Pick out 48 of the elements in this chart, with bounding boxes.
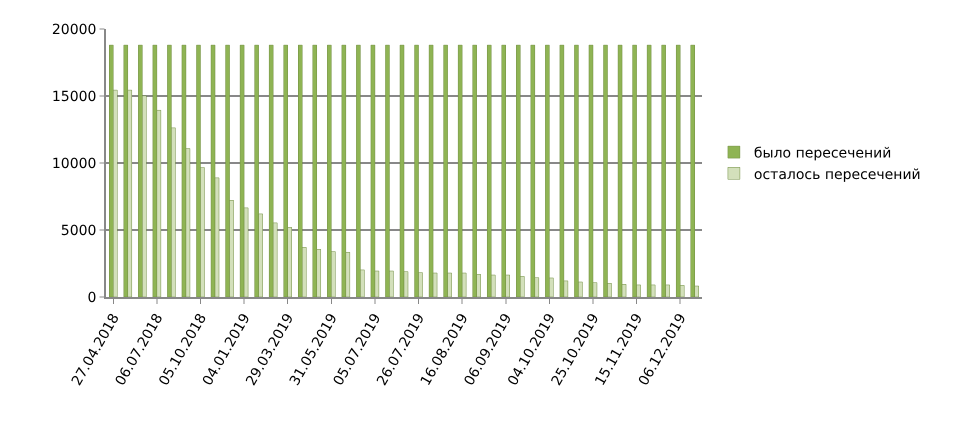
bar: [283, 44, 288, 297]
bar: [676, 44, 680, 297]
bar: [298, 44, 302, 297]
bar: [124, 44, 128, 297]
bar: [210, 44, 216, 297]
bar: [690, 44, 695, 297]
bar: [603, 44, 608, 297]
y-tick-label: 20000: [52, 22, 96, 38]
bar: [138, 44, 143, 297]
y-tick-label: 5000: [60, 222, 96, 239]
legend-label: было пересечений: [754, 146, 892, 162]
bar: [342, 44, 346, 297]
bar: [167, 44, 172, 297]
y-tick-label: 15000: [52, 88, 96, 105]
bar: [443, 44, 448, 297]
bar: [516, 44, 521, 297]
bar: [370, 44, 376, 297]
bar: [661, 44, 666, 297]
bar: [486, 44, 492, 297]
bar: [400, 44, 404, 297]
bar: [385, 44, 390, 297]
bar: [588, 44, 594, 297]
bar: [574, 44, 579, 297]
bar: [472, 44, 477, 297]
bar: [196, 44, 201, 297]
y-tick-label: 0: [88, 290, 96, 306]
bar: [268, 44, 274, 297]
bar: [458, 44, 462, 297]
bar: [428, 44, 434, 297]
bar: [109, 44, 114, 297]
bar: [530, 44, 536, 297]
bar: [152, 44, 158, 297]
bar: [545, 44, 550, 297]
bar: [414, 44, 419, 297]
bar: [356, 44, 361, 297]
legend-label: осталось пересечений: [754, 166, 921, 183]
bar: [254, 44, 259, 297]
y-tick-label: 10000: [52, 156, 96, 172]
bar: [182, 44, 186, 297]
bar: [632, 44, 637, 297]
bar: [312, 44, 318, 297]
bar: [502, 44, 506, 297]
bar: [225, 44, 230, 297]
bar: [560, 44, 564, 297]
bar: [240, 44, 244, 297]
bar: [327, 44, 332, 297]
bar: [618, 44, 622, 297]
bar: [646, 44, 652, 297]
